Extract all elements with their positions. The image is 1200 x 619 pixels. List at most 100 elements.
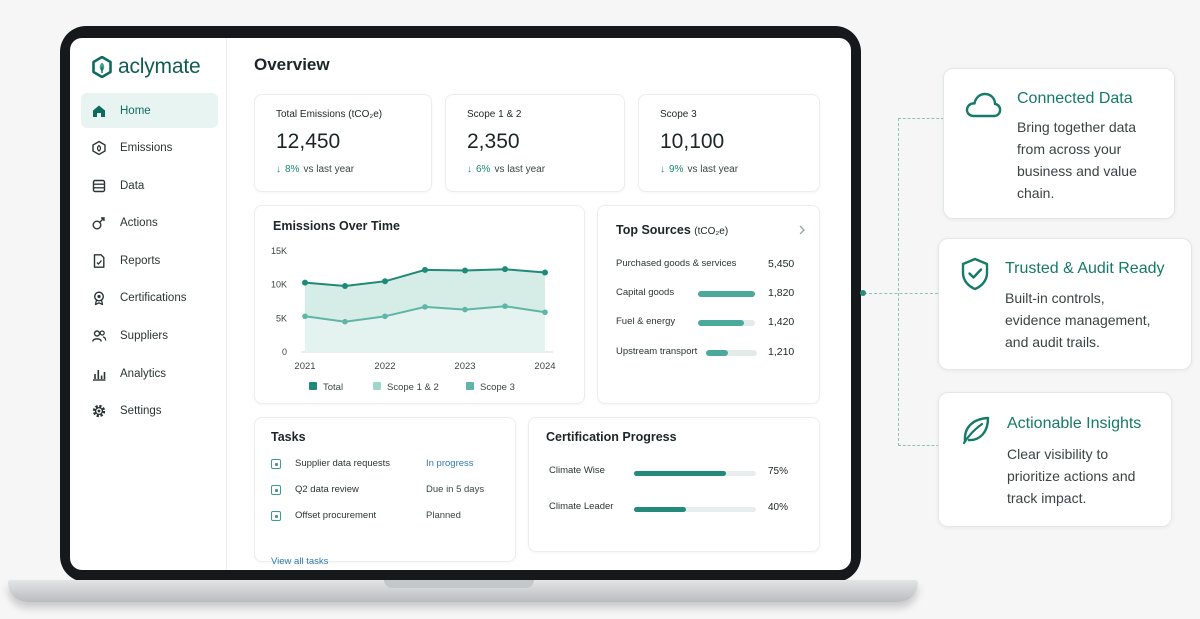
task-status: In progress <box>426 458 474 469</box>
list-item[interactable]: Upstream transport 1,210 <box>616 346 806 360</box>
certification-card: Certification Progress Climate Wise 75% … <box>528 417 820 552</box>
kpi-card-total[interactable]: Total Emissions (tCO₂e) 12,450 ↓ 8% vs l… <box>254 94 432 192</box>
feature-description: Built-in controls, evidence management, … <box>1005 287 1151 353</box>
feature-desc-line: and audit trails. <box>1005 334 1100 350</box>
source-bar <box>698 291 755 297</box>
kpi-value: 12,450 <box>276 130 341 153</box>
kpi-delta: ↓ 6% vs last year <box>467 164 545 175</box>
connector-dot <box>860 290 866 296</box>
down-arrow-icon: ↓ <box>660 164 665 175</box>
data-icon <box>92 179 106 192</box>
sidebar-item-certifications[interactable]: Certifications <box>81 281 218 316</box>
table-row[interactable]: Q2 data review Due in 5 days <box>271 484 501 500</box>
source-bar-fill <box>698 291 755 297</box>
task-name: Offset procurement <box>295 510 377 521</box>
task-checkbox[interactable] <box>271 459 281 469</box>
y-tick-label: 10K <box>271 280 287 290</box>
chart-title: Emissions Over Time <box>273 219 400 233</box>
source-value: 1,210 <box>768 346 795 358</box>
sidebar-item-label: Emissions <box>120 142 173 155</box>
data-point-scope3 <box>502 303 508 310</box>
data-point-total <box>302 279 308 286</box>
task-status: Planned <box>426 510 461 521</box>
sidebar-item-settings[interactable]: Settings <box>81 394 218 429</box>
progress-fill <box>634 471 726 476</box>
sidebar-item-analytics[interactable]: Analytics <box>81 356 218 391</box>
emissions-chart: 0 5K 10K 15K 2021 2022 2023 2024 Total Scope 1 & … <box>271 246 556 393</box>
sidebar-item-home[interactable]: Home <box>81 93 218 128</box>
table-row[interactable]: Supplier data requests In progress <box>271 458 501 474</box>
connector-line <box>898 118 944 446</box>
data-point-scope3 <box>462 306 468 313</box>
kpi-delta-suffix: vs last year <box>494 164 546 175</box>
down-arrow-icon: ↓ <box>467 164 472 175</box>
feature-title: Actionable Insights <box>1007 415 1142 432</box>
logo-icon <box>92 56 112 78</box>
legend-swatch <box>309 382 317 390</box>
certification-title: Certification Progress <box>546 430 677 444</box>
list-item[interactable]: Purchased goods & services 5,450 <box>616 258 806 272</box>
legend-label: Total <box>323 382 343 393</box>
sidebar: aclymate Home Emissions Data Actions Rep… <box>70 38 227 570</box>
home-icon <box>93 105 105 117</box>
connector-line <box>864 293 938 294</box>
source-bar-fill <box>698 320 744 326</box>
data-point-total <box>382 278 388 285</box>
app-screen: aclymate Home Emissions Data Actions Rep… <box>70 38 851 570</box>
legend-swatch <box>373 382 381 390</box>
data-point-scope3 <box>542 309 548 316</box>
task-checkbox[interactable] <box>271 511 281 521</box>
table-row[interactable]: Offset procurement Planned <box>271 510 501 526</box>
sidebar-item-label: Settings <box>120 405 162 418</box>
task-name: Q2 data review <box>295 484 359 495</box>
source-name: Purchased goods & services <box>616 258 737 269</box>
x-tick-label: 2021 <box>294 361 315 372</box>
sidebar-item-label: Actions <box>120 217 158 230</box>
sidebar-item-actions[interactable]: Actions <box>81 206 218 241</box>
progress-bar <box>634 507 756 512</box>
app-logo[interactable]: aclymate <box>92 54 201 80</box>
source-bar-fill <box>706 350 728 356</box>
feature-desc-line: Built-in controls, <box>1005 290 1105 306</box>
source-value: 5,450 <box>768 258 795 270</box>
list-item[interactable]: Fuel & energy 1,420 <box>616 316 806 330</box>
top-sources-card: Top Sources (tCO₂e) Purchased goods & se… <box>597 205 820 404</box>
kpi-card-scope3[interactable]: Scope 3 10,100 ↓ 9% vs last year <box>638 94 820 192</box>
leaf-icon <box>962 416 990 445</box>
kpi-delta-suffix: vs last year <box>303 164 355 175</box>
card-title: Top Sources (tCO₂e) <box>616 223 728 237</box>
task-status: Due in 5 days <box>426 484 485 495</box>
suppliers-icon <box>92 330 107 342</box>
certifications-icon <box>93 291 105 306</box>
sidebar-item-emissions[interactable]: Emissions <box>81 131 218 166</box>
feature-actionable-insights: Actionable Insights Clear visibility to … <box>938 392 1172 527</box>
kpi-label: Total Emissions (tCO₂e) <box>276 109 383 120</box>
task-checkbox[interactable] <box>271 485 281 495</box>
source-bar <box>706 350 757 356</box>
sidebar-item-data[interactable]: Data <box>81 168 218 203</box>
feature-desc-line: chain. <box>1017 185 1055 201</box>
source-value: 1,820 <box>768 287 795 299</box>
kpi-card-scope12[interactable]: Scope 1 & 2 2,350 ↓ 6% vs last year <box>445 94 625 192</box>
y-tick-label: 15K <box>271 246 287 256</box>
laptop-base <box>8 580 918 602</box>
shield-check-icon <box>961 257 989 291</box>
kpi-label: Scope 1 & 2 <box>467 109 522 120</box>
list-item[interactable]: Capital goods 1,820 <box>616 287 806 301</box>
cert-value: 75% <box>768 466 789 477</box>
kpi-delta-percent: 6% <box>476 164 491 175</box>
tasks-card: Tasks Supplier data requests In progress… <box>254 417 516 567</box>
sidebar-item-suppliers[interactable]: Suppliers <box>81 319 218 354</box>
source-name: Fuel & energy <box>616 316 676 327</box>
sidebar-item-reports[interactable]: Reports <box>81 243 218 278</box>
feature-description: Bring together data from across your bus… <box>1017 116 1137 204</box>
sidebar-item-label: Suppliers <box>120 330 168 343</box>
data-point-total <box>422 266 428 273</box>
sidebar-item-label: Data <box>120 179 145 192</box>
chevron-right-icon[interactable] <box>798 225 806 235</box>
tasks-title: Tasks <box>271 430 306 444</box>
sidebar-item-label: Home <box>120 104 151 117</box>
source-name: Capital goods <box>616 287 675 298</box>
view-all-tasks-link[interactable]: View all tasks <box>271 556 329 567</box>
data-point-total <box>502 266 508 273</box>
